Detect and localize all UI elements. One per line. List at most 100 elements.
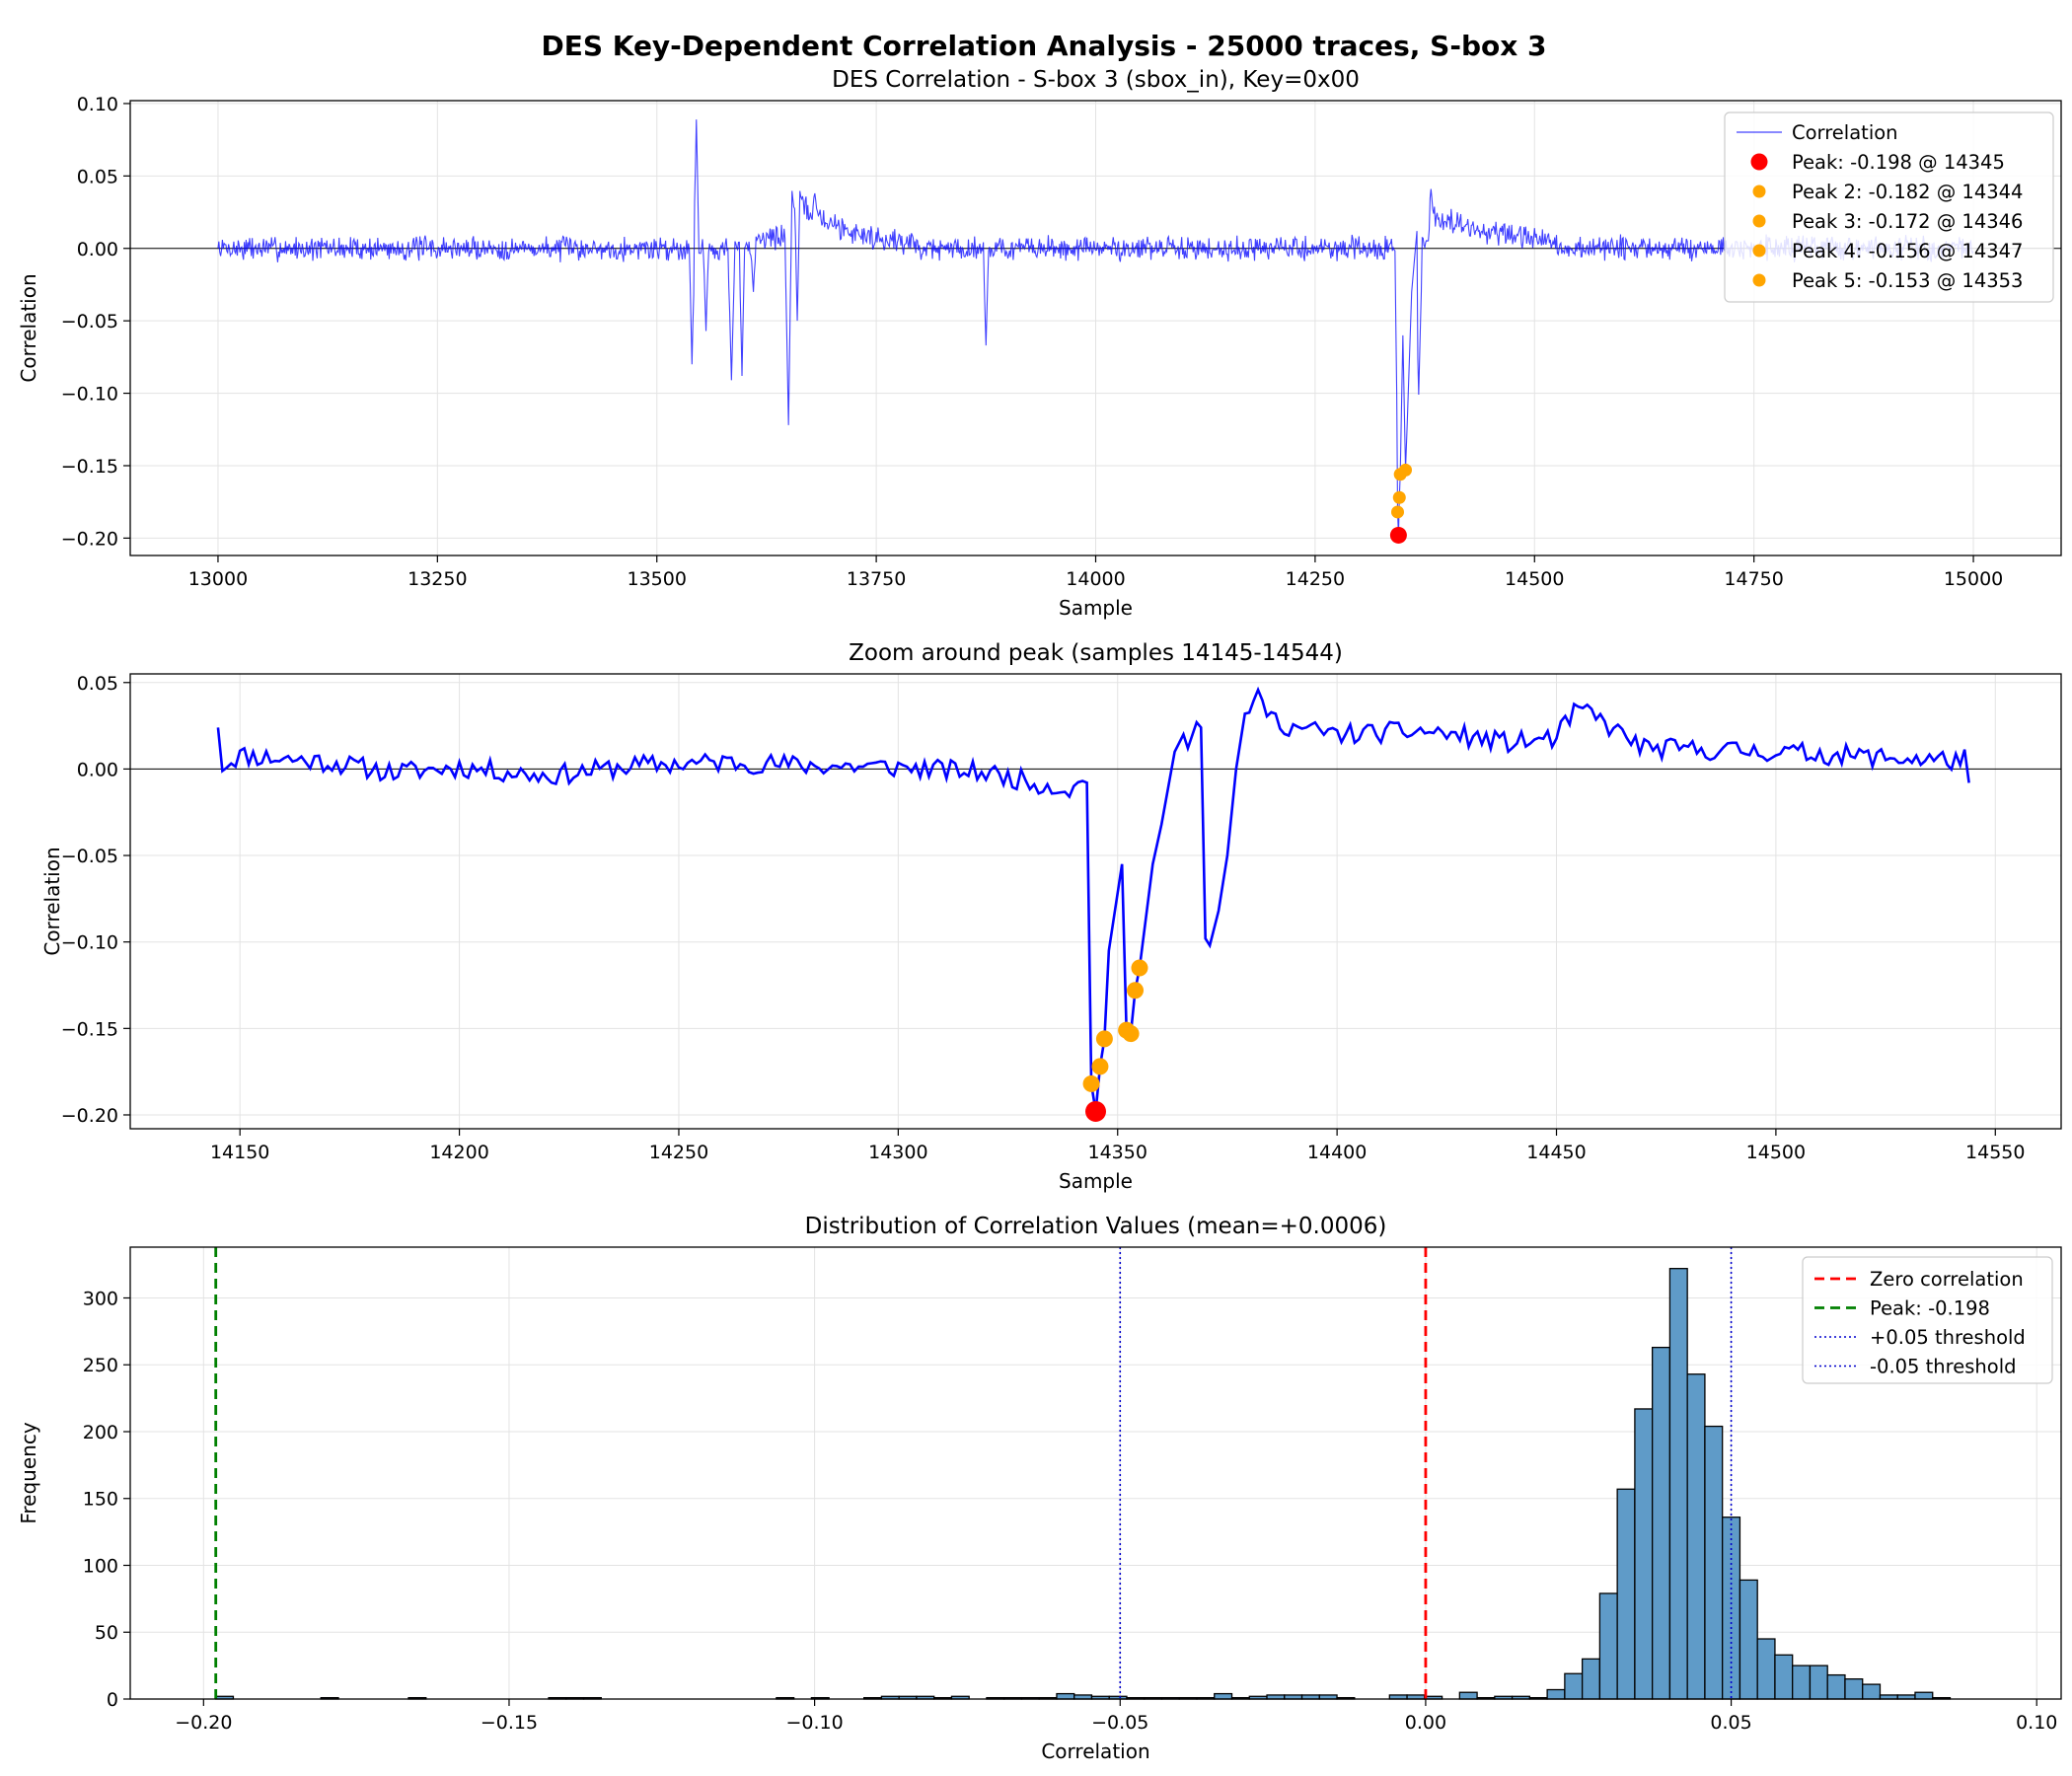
legend-marker [1752, 214, 1766, 228]
panel-2-ylabel: Correlation [40, 847, 64, 955]
x-tick-label: 14200 [429, 1142, 488, 1163]
y-tick-label: 50 [95, 1622, 118, 1644]
histogram-bar [1634, 1408, 1654, 1700]
figure-title: DES Key-Dependent Correlation Analysis -… [541, 30, 1546, 62]
histogram-bars [215, 1268, 1952, 1700]
legend-box [1802, 1256, 2053, 1384]
y-tick-label: 150 [83, 1489, 118, 1511]
histogram-bar [1704, 1425, 1724, 1700]
histogram-bar [1668, 1268, 1688, 1700]
y-tick-label: −0.05 [61, 846, 118, 867]
panel-3-histogram: Distribution of Correlation Values (mean… [17, 1214, 2062, 1763]
histogram-bar [1546, 1688, 1566, 1700]
histogram-bar [1914, 1691, 1934, 1700]
legend-label: Peak 2: -0.182 @ 14344 [1792, 181, 2023, 203]
histogram-bar [1862, 1683, 1882, 1700]
panel-3-title: Distribution of Correlation Values (mean… [805, 1214, 1387, 1239]
x-tick-label: 14250 [649, 1142, 708, 1163]
y-tick-label: −0.15 [61, 456, 118, 478]
legend-box [1724, 111, 2054, 303]
y-tick-label: 250 [83, 1355, 118, 1376]
x-tick-label: 0.00 [1405, 1712, 1446, 1734]
peak-marker [1131, 959, 1148, 977]
x-tick-label: 15000 [1944, 568, 2003, 590]
histogram-bar [1756, 1638, 1776, 1700]
histogram-bar [1598, 1592, 1618, 1700]
correlation-series-line [217, 119, 1974, 536]
y-tick-label: −0.20 [61, 1105, 118, 1127]
histogram-bar [1056, 1692, 1075, 1700]
y-tick-label: 0 [107, 1689, 118, 1711]
histogram-bar [1844, 1678, 1864, 1700]
histogram-bar [1651, 1346, 1671, 1700]
histogram-bar [1581, 1658, 1601, 1700]
peak-marker [1085, 1100, 1106, 1122]
legend-marker [1752, 185, 1766, 198]
legend-label: Peak 5: -0.153 @ 14353 [1792, 269, 2023, 292]
peak-marker [1091, 1058, 1109, 1075]
y-tick-label: 0.00 [77, 239, 118, 260]
peak-marker [1118, 1021, 1136, 1039]
y-tick-label: 0.05 [77, 166, 118, 187]
x-tick-label: 14400 [1307, 1142, 1367, 1163]
panel-1-ylabel: Correlation [17, 273, 40, 382]
panel-2-frame [129, 673, 2062, 1130]
x-tick-label: 14300 [868, 1142, 927, 1163]
panel-3-legend: Zero correlation Peak: -0.198 +0.05 thresh… [1802, 1256, 2053, 1384]
x-tick-label: −0.10 [786, 1712, 844, 1734]
panel-1-title: DES Correlation - S-box 3 (sbox_in), Key… [832, 67, 1360, 93]
x-tick-label: 14500 [1746, 1142, 1806, 1163]
legend-label: +0.05 threshold [1870, 1326, 2026, 1349]
y-tick-label: −0.15 [61, 1018, 118, 1040]
x-tick-label: −0.20 [175, 1712, 232, 1734]
peak-marker [1095, 1030, 1113, 1048]
x-tick-label: 14550 [1965, 1142, 2025, 1163]
zoom-series-line [216, 686, 1970, 1112]
histogram-bar [1826, 1673, 1846, 1700]
legend-label: Peak 3: -0.172 @ 14346 [1792, 210, 2023, 233]
x-tick-label: 14250 [1286, 568, 1345, 590]
panel-1-legend: Correlation Peak: -0.198 @ 14345 Peak 2: -… [1724, 111, 2054, 303]
x-tick-label: 14500 [1505, 568, 1564, 590]
panels: DES Correlation - S-box 3 (sbox_in), Key… [17, 67, 2062, 1763]
histogram-bar [1214, 1692, 1233, 1700]
legend-label: -0.05 threshold [1870, 1356, 2017, 1378]
legend-marker [1750, 153, 1768, 171]
x-tick-label: 13500 [628, 568, 687, 590]
y-tick-label: 300 [83, 1288, 118, 1309]
peak-marker [1391, 505, 1405, 519]
legend-label: Peak: -0.198 @ 14345 [1792, 151, 2005, 174]
x-tick-label: −0.15 [481, 1712, 538, 1734]
y-tick-label: −0.10 [61, 384, 118, 406]
legend-marker [1752, 273, 1766, 287]
peak-marker [1082, 1074, 1100, 1092]
histogram-bar [1564, 1672, 1584, 1700]
y-tick-label: 0.00 [77, 759, 118, 780]
peak-marker [1127, 982, 1145, 999]
legend-label: Peak 4: -0.156 @ 14347 [1792, 240, 2023, 262]
x-tick-label: 13750 [847, 568, 906, 590]
panel-3-xlabel: Correlation [1041, 1739, 1149, 1763]
histogram-bar [1792, 1665, 1812, 1700]
histogram-bar [1739, 1579, 1758, 1700]
y-tick-label: 200 [83, 1422, 118, 1443]
y-tick-label: 0.05 [77, 673, 118, 695]
x-tick-label: 0.05 [1710, 1712, 1751, 1734]
panel-2-xlabel: Sample [1059, 1169, 1133, 1193]
panel-2-title: Zoom around peak (samples 14145-14544) [849, 640, 1343, 666]
histogram-bar [1616, 1488, 1636, 1700]
y-tick-label: −0.10 [61, 932, 118, 954]
histogram-bar [1458, 1691, 1478, 1700]
panel-1-xlabel: Sample [1059, 596, 1133, 620]
panel-1-frame [129, 100, 2062, 556]
x-tick-label: 13250 [407, 568, 467, 590]
histogram-bar [1686, 1373, 1706, 1700]
histogram-bar [1774, 1654, 1794, 1700]
peak-marker [1393, 468, 1407, 481]
legend-marker [1752, 244, 1766, 258]
x-tick-label: 14150 [210, 1142, 269, 1163]
legend-label: Correlation [1792, 121, 1898, 144]
panel-1-correlation: DES Correlation - S-box 3 (sbox_in), Key… [17, 67, 2062, 620]
